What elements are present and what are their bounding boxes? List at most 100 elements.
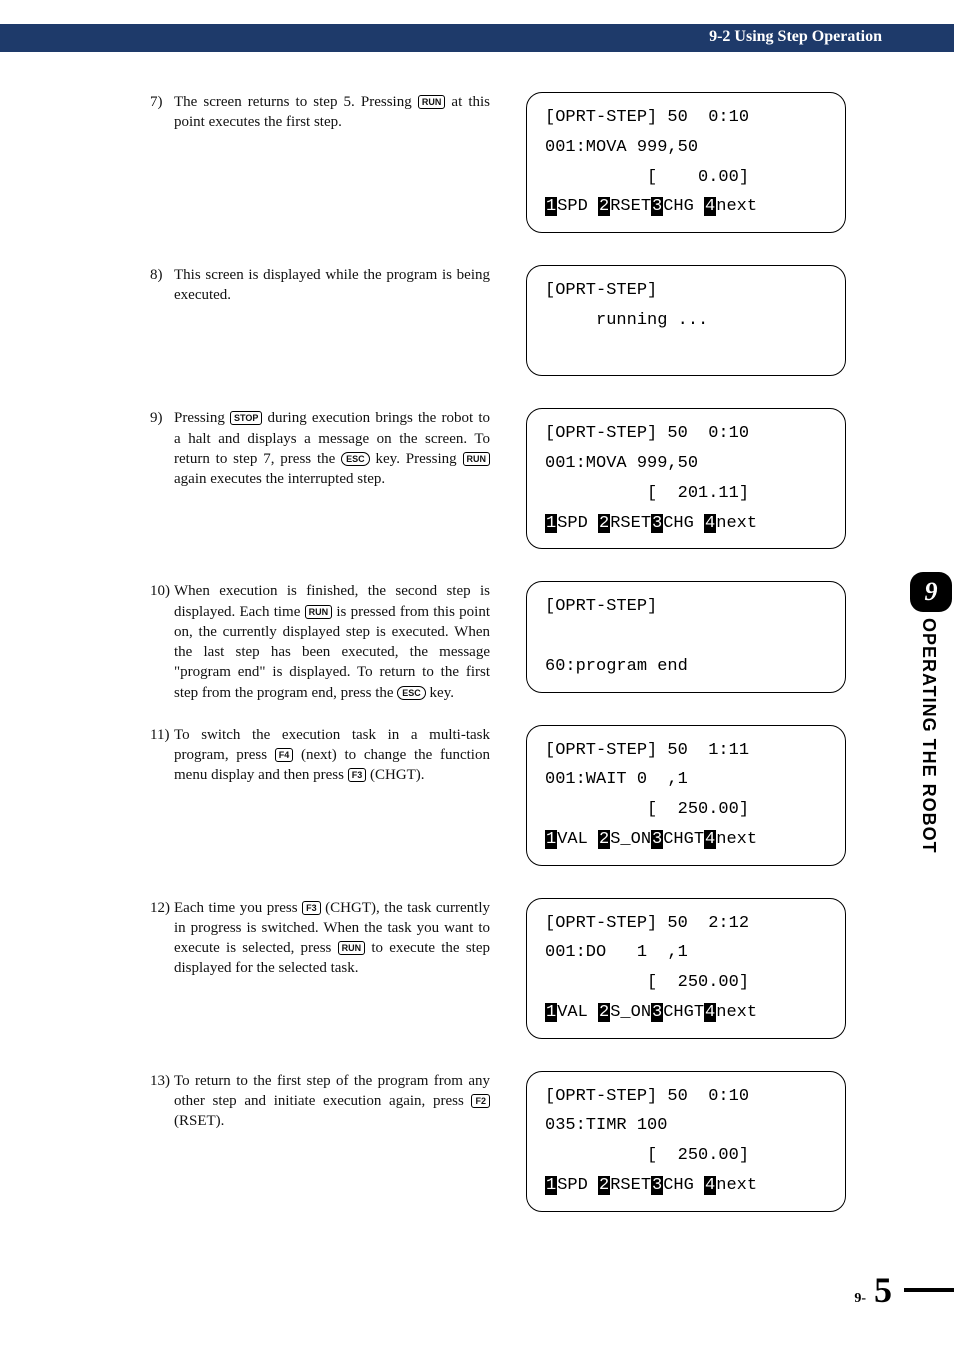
step-9-row: 9) Pressing STOP during execution brings…	[150, 408, 892, 563]
fkey-num: 4	[704, 514, 716, 533]
step-body: The screen returns to step 5. Pressing R…	[174, 92, 490, 133]
lcd-screen-10: [OPRT-STEP] 60:program end	[526, 581, 846, 692]
screen-line: [OPRT-STEP] 50 0:10	[545, 1087, 749, 1106]
fkey-num: 1	[545, 197, 557, 216]
screen-line: [ 250.00]	[545, 800, 749, 819]
screen-line: [OPRT-STEP] 50 0:10	[545, 424, 749, 443]
step-10-row: 10) When execution is finished, the seco…	[150, 581, 892, 706]
fkey-num: 3	[651, 514, 663, 533]
fkey-num: 1	[545, 830, 557, 849]
fkey-label: next	[716, 197, 757, 216]
fkey-label: RSET	[610, 197, 651, 216]
step-11-row: 11) To switch the execution task in a mu…	[150, 725, 892, 880]
run-key-icon: RUN	[418, 95, 446, 109]
screen-line: [ 201.11]	[545, 484, 749, 503]
fkey-num: 2	[598, 514, 610, 533]
text: Pressing	[174, 410, 230, 426]
fkey-num: 1	[545, 1003, 557, 1022]
screen-line: 001:WAIT 0 ,1	[545, 770, 688, 789]
fkey-num: 2	[598, 1176, 610, 1195]
lcd-screen-8: [OPRT-STEP] running ...	[526, 265, 846, 376]
fkey-num: 2	[598, 197, 610, 216]
step-7-text: 7) The screen returns to step 5. Pressin…	[150, 92, 490, 133]
fkey-label: RSET	[610, 514, 651, 533]
step-number: 7)	[150, 92, 174, 133]
step-body: Each time you press F3 (CHGT), the task …	[174, 898, 490, 979]
lcd-screen-12: [OPRT-STEP] 50 2:12 001:DO 1 ,1 [ 250.00…	[526, 898, 846, 1039]
fkey-label: CHG	[663, 1176, 704, 1195]
step-number: 13)	[150, 1071, 174, 1132]
text: The screen returns to step 5. Pressing	[174, 94, 418, 110]
fkey-label: SPD	[557, 197, 598, 216]
fkey-label: CHGT	[663, 1003, 704, 1022]
step-7-row: 7) The screen returns to step 5. Pressin…	[150, 92, 892, 247]
fkey-label: S_ON	[610, 830, 651, 849]
screen-line: running ...	[545, 311, 708, 330]
chapter-label: OPERATING THE ROBOT	[918, 618, 939, 854]
fkey-num: 1	[545, 514, 557, 533]
fkey-label: S_ON	[610, 1003, 651, 1022]
step-12-text: 12) Each time you press F3 (CHGT), the t…	[150, 898, 490, 979]
fkey-num: 4	[704, 1003, 716, 1022]
step-10-text: 10) When execution is finished, the seco…	[150, 581, 490, 703]
footer-rule	[904, 1288, 954, 1292]
fkey-num: 4	[704, 197, 716, 216]
step-13-row: 13) To return to the first step of the p…	[150, 1071, 892, 1226]
stop-key-icon: STOP	[230, 411, 262, 425]
fkey-label: next	[716, 1003, 757, 1022]
step-13-text: 13) To return to the first step of the p…	[150, 1071, 490, 1132]
step-8-text: 8) This screen is displayed while the pr…	[150, 265, 490, 306]
text: (CHGT).	[366, 767, 424, 783]
esc-key-icon: ESC	[341, 452, 370, 466]
step-number: 8)	[150, 265, 174, 306]
f4-key-icon: F4	[275, 748, 294, 762]
step-number: 10)	[150, 581, 174, 703]
page-header: 9-2 Using Step Operation	[0, 24, 954, 52]
fkey-label: CHG	[663, 197, 704, 216]
step-body: Pressing STOP during execution brings th…	[174, 408, 490, 489]
step-9-text: 9) Pressing STOP during execution brings…	[150, 408, 490, 489]
step-number: 9)	[150, 408, 174, 489]
screen-line: [OPRT-STEP]	[545, 281, 657, 300]
fkey-label: SPD	[557, 514, 598, 533]
esc-key-icon: ESC	[397, 686, 426, 700]
chapter-tab: 9 OPERATING THE ROBOT	[908, 572, 954, 854]
f3-key-icon: F3	[302, 901, 321, 915]
fkey-label: SPD	[557, 1176, 598, 1195]
page-number: 5	[874, 1269, 892, 1311]
screen-line: [ 250.00]	[545, 973, 749, 992]
fkey-num: 3	[651, 1003, 663, 1022]
lcd-screen-9: [OPRT-STEP] 50 0:10 001:MOVA 999,50 [ 20…	[526, 408, 846, 549]
fkey-num: 3	[651, 1176, 663, 1195]
fkey-label: CHG	[663, 514, 704, 533]
content-area: 7) The screen returns to step 5. Pressin…	[150, 92, 892, 1226]
f2-key-icon: F2	[471, 1094, 490, 1108]
fkey-label: next	[716, 514, 757, 533]
run-key-icon: RUN	[338, 941, 366, 955]
step-body: To return to the first step of the progr…	[174, 1071, 490, 1132]
screen-line: 001:MOVA 999,50	[545, 454, 698, 473]
page-prefix: 9-	[854, 1291, 866, 1307]
screen-line: [ 0.00]	[545, 168, 749, 187]
text: This screen is displayed while the progr…	[174, 267, 490, 303]
step-12-row: 12) Each time you press F3 (CHGT), the t…	[150, 898, 892, 1053]
screen-line: [OPRT-STEP] 50 2:12	[545, 914, 749, 933]
text: (RSET).	[174, 1113, 224, 1129]
step-11-text: 11) To switch the execution task in a mu…	[150, 725, 490, 786]
screen-line: 001:MOVA 999,50	[545, 138, 698, 157]
text: key.	[426, 685, 454, 701]
header-title: 9-2 Using Step Operation	[709, 28, 882, 46]
text: Each time you press	[174, 900, 302, 916]
screen-line: 035:TIMR 100	[545, 1116, 667, 1135]
screen-line: [OPRT-STEP] 50 0:10	[545, 108, 749, 127]
page-footer: 9- 5	[854, 1269, 892, 1311]
fkey-label: VAL	[557, 1003, 598, 1022]
lcd-screen-13: [OPRT-STEP] 50 0:10 035:TIMR 100 [ 250.0…	[526, 1071, 846, 1212]
text: again executes the interrupted step.	[174, 471, 385, 487]
step-body: To switch the execution task in a multi-…	[174, 725, 490, 786]
fkey-label: CHGT	[663, 830, 704, 849]
screen-line: [OPRT-STEP]	[545, 597, 657, 616]
screen-line: [OPRT-STEP] 50 1:11	[545, 741, 749, 760]
fkey-num: 3	[651, 830, 663, 849]
text: key. Pressing	[370, 451, 463, 467]
